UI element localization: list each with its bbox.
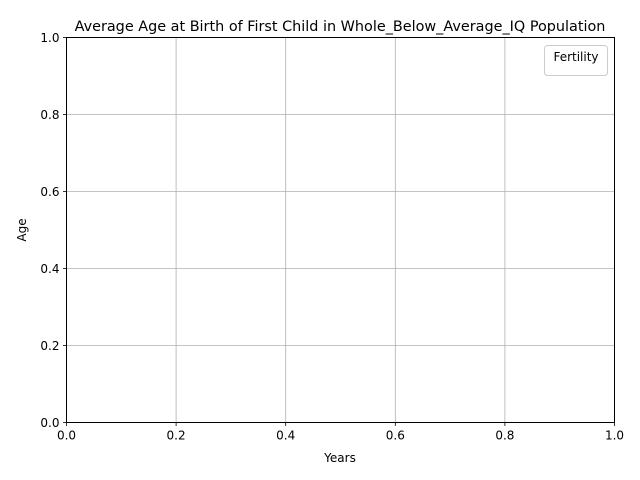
- y-tick-label: 0.4: [40, 262, 59, 276]
- chart-title: Average Age at Birth of First Child in W…: [75, 19, 606, 35]
- x-axis: 0.0 0.2 0.4 0.6 0.8 1.0: [57, 422, 624, 443]
- x-tick-label: 0.8: [495, 429, 514, 443]
- y-axis-label: Age: [15, 218, 29, 241]
- legend-box: [544, 45, 608, 76]
- x-axis-label: Years: [323, 451, 356, 465]
- x-tick-label: 0.4: [276, 429, 295, 443]
- y-tick-label: 0.8: [40, 108, 59, 122]
- y-axis: 0.0 0.2 0.4 0.6 0.8 1.0: [40, 31, 67, 430]
- x-tick-label: 0.0: [57, 429, 76, 443]
- y-tick-label: 0.0: [40, 416, 59, 430]
- y-tick-label: 0.6: [40, 185, 59, 199]
- y-tick-label: 1.0: [40, 31, 59, 45]
- plot-area-frame: [66, 37, 615, 423]
- legend: Fertility: [544, 45, 608, 76]
- x-tick-label: 0.6: [386, 429, 405, 443]
- x-tick-label: 1.0: [605, 429, 624, 443]
- legend-title: Fertility: [553, 50, 598, 64]
- y-tick-label: 0.2: [40, 339, 59, 353]
- grid-lines: [66, 37, 615, 423]
- x-tick-label: 0.2: [167, 429, 186, 443]
